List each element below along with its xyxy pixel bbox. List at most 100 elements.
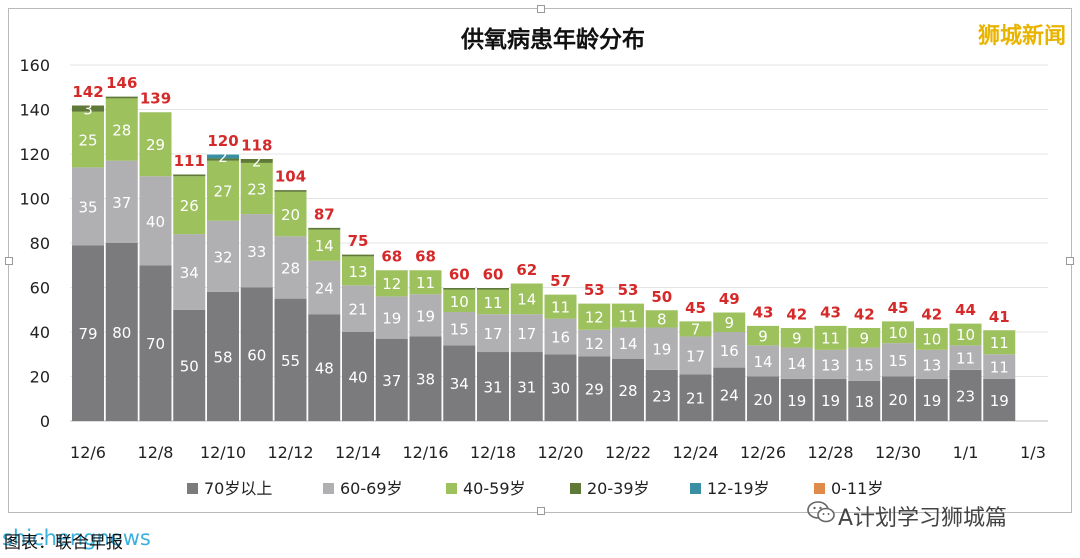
segment-label: 58 <box>213 348 232 366</box>
segment-label: 15 <box>855 356 874 374</box>
bar-segment <box>814 325 847 350</box>
segment-label: 19 <box>652 341 671 359</box>
segment-label: 11 <box>551 298 570 316</box>
segment-label: 14 <box>753 353 772 371</box>
bar-segment <box>915 327 948 350</box>
total-label: 57 <box>550 272 571 290</box>
total-label: 139 <box>140 90 171 108</box>
total-label: 62 <box>516 261 537 279</box>
bar-segment <box>375 269 408 297</box>
resize-handle-left[interactable] <box>5 257 13 265</box>
y-tick-label: 100 <box>19 190 50 209</box>
total-label: 146 <box>106 74 137 92</box>
legend: 70岁以上 60-69岁 40-59岁 20-39岁 12-19岁 0-11岁 <box>187 479 883 498</box>
bar-segment <box>983 329 1016 355</box>
bars <box>72 95 1016 421</box>
segment-label: 21 <box>686 390 705 408</box>
bar-segment <box>240 214 273 288</box>
segment-label: 37 <box>112 194 131 212</box>
y-tick-label: 120 <box>19 145 50 164</box>
segment-label: 24 <box>315 280 334 298</box>
bar-segment <box>342 256 374 286</box>
total-label: 68 <box>415 248 436 266</box>
bar-segment <box>342 285 374 332</box>
segment-label: 19 <box>922 392 941 410</box>
bar-segment <box>240 162 273 215</box>
x-tick-label: 12/12 <box>267 443 313 462</box>
segment-label: 55 <box>281 352 300 370</box>
legend-swatch <box>690 483 701 494</box>
total-label: 60 <box>449 266 470 284</box>
bar-segment <box>443 345 476 421</box>
segment-label: 50 <box>180 357 199 375</box>
bar-segment <box>342 332 374 421</box>
segment-label: 60 <box>247 346 266 364</box>
segment-label: 11 <box>821 330 840 348</box>
bar-segment <box>342 254 374 257</box>
segment-label: 70 <box>146 335 165 353</box>
legend-label: 60-69岁 <box>340 479 403 498</box>
bar-segment <box>645 369 678 421</box>
segment-label: 14 <box>618 335 637 353</box>
bar-segment <box>139 111 172 177</box>
bar-segment <box>409 294 442 337</box>
bar-segment <box>949 323 982 346</box>
bar-segment <box>240 287 273 421</box>
segment-label: 29 <box>146 136 165 154</box>
bar-segment <box>713 332 746 368</box>
bar-segment <box>915 378 948 421</box>
segment-label: 10 <box>922 331 941 349</box>
bar-segment <box>308 314 341 421</box>
segment-label: 3 <box>83 100 93 118</box>
source-caption: 图表：联合早报 <box>4 533 123 553</box>
watermark-right: A计划学习狮城篇 <box>838 506 1008 531</box>
legend-label: 12-19岁 <box>707 479 770 498</box>
bar-segment <box>308 227 341 230</box>
legend-label: 20-39岁 <box>587 479 650 498</box>
total-label: 60 <box>483 266 504 284</box>
bar-segment <box>105 96 138 99</box>
bar-segment <box>679 374 712 421</box>
bar-segment <box>72 167 104 246</box>
x-tick-label: 12/30 <box>875 443 921 462</box>
total-label: 68 <box>381 248 402 266</box>
brand-logo: 狮城新闻 <box>977 24 1066 49</box>
wechat-icon <box>807 501 835 523</box>
bar-segment <box>780 378 813 421</box>
total-label: 44 <box>955 301 976 319</box>
bar-segment <box>207 291 239 421</box>
watermark-left: shichengnews <box>2 526 151 550</box>
segment-label: 11 <box>618 307 637 325</box>
bar-segment <box>375 338 408 421</box>
segment-label: 11 <box>990 334 1009 352</box>
resize-handle-top[interactable] <box>537 5 545 13</box>
resize-handle-right[interactable] <box>1066 257 1074 265</box>
y-tick-label: 160 <box>19 56 50 75</box>
segment-label: 13 <box>821 356 840 374</box>
bar-segment <box>207 154 239 159</box>
segment-label: 23 <box>652 387 671 405</box>
bar-segment <box>139 265 172 421</box>
x-tick-label: 12/22 <box>605 443 651 462</box>
x-tick-label: 1/3 <box>1020 443 1046 462</box>
total-label: 43 <box>753 303 774 321</box>
segment-label: 11 <box>416 274 435 292</box>
legend-label: 40-59岁 <box>463 479 526 498</box>
resize-handle-bottom[interactable] <box>537 507 545 515</box>
bar-segment <box>409 336 442 421</box>
bar-segment <box>645 327 678 370</box>
bar-segment <box>477 314 509 353</box>
bar-segment <box>477 287 509 290</box>
segment-label: 33 <box>247 243 266 261</box>
bar-segment <box>207 220 239 292</box>
total-label: 53 <box>618 281 639 299</box>
segment-label: 29 <box>585 381 604 399</box>
bar-segment <box>747 376 779 421</box>
segment-label: 16 <box>551 328 570 346</box>
segment-label: 16 <box>720 342 739 360</box>
y-tick-label: 20 <box>30 368 50 387</box>
x-tick-label: 12/8 <box>138 443 174 462</box>
total-label: 45 <box>685 299 706 317</box>
bar-segment <box>274 191 307 237</box>
segment-label: 23 <box>247 180 266 198</box>
